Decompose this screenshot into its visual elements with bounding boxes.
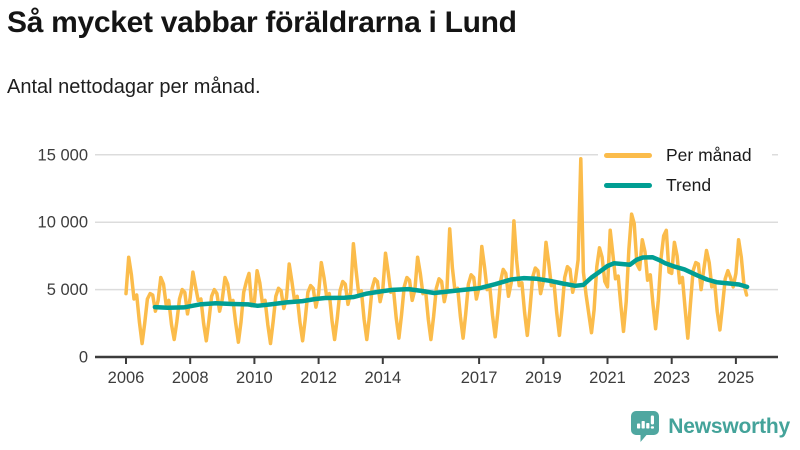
legend-label-trend: Trend [666, 175, 712, 195]
per-manad-line [124, 157, 749, 346]
y-tick-label: 0 [79, 349, 88, 367]
brand-name: Newsworthy [668, 414, 790, 438]
x-tick-label: 2017 [461, 369, 498, 387]
page-subtitle: Antal nettodagar per månad. [7, 76, 261, 98]
legend-item-per-manad: Per månad [604, 143, 768, 168]
y-tick-label: 10 000 [38, 214, 88, 232]
x-tick-label: 2010 [236, 369, 273, 387]
x-tick-label: 2025 [718, 369, 755, 387]
x-tick-label: 2019 [525, 369, 562, 387]
legend-item-trend: Trend [604, 173, 768, 198]
trend-line-swatch [604, 183, 652, 188]
trend-line [152, 254, 750, 311]
per-manad-line-swatch [604, 153, 652, 158]
bar-chart-speech-bubble-icon [631, 411, 660, 442]
chart-legend: Per månad Trend [598, 141, 772, 200]
x-tick-label: 2006 [108, 369, 145, 387]
page-title: Så mycket vabbar föräldrarna i Lund [7, 6, 517, 39]
y-tick-label: 5 000 [47, 281, 88, 299]
legend-label-per-manad: Per månad [666, 145, 752, 165]
x-tick-label: 2023 [653, 369, 690, 387]
x-tick-label: 2014 [364, 369, 401, 387]
y-tick-label: 15 000 [38, 146, 88, 164]
x-tick-label: 2012 [300, 369, 337, 387]
x-tick-label: 2008 [172, 369, 209, 387]
newsworthy-logo[interactable]: Newsworthy [630, 410, 790, 443]
x-tick-label: 2021 [589, 369, 626, 387]
